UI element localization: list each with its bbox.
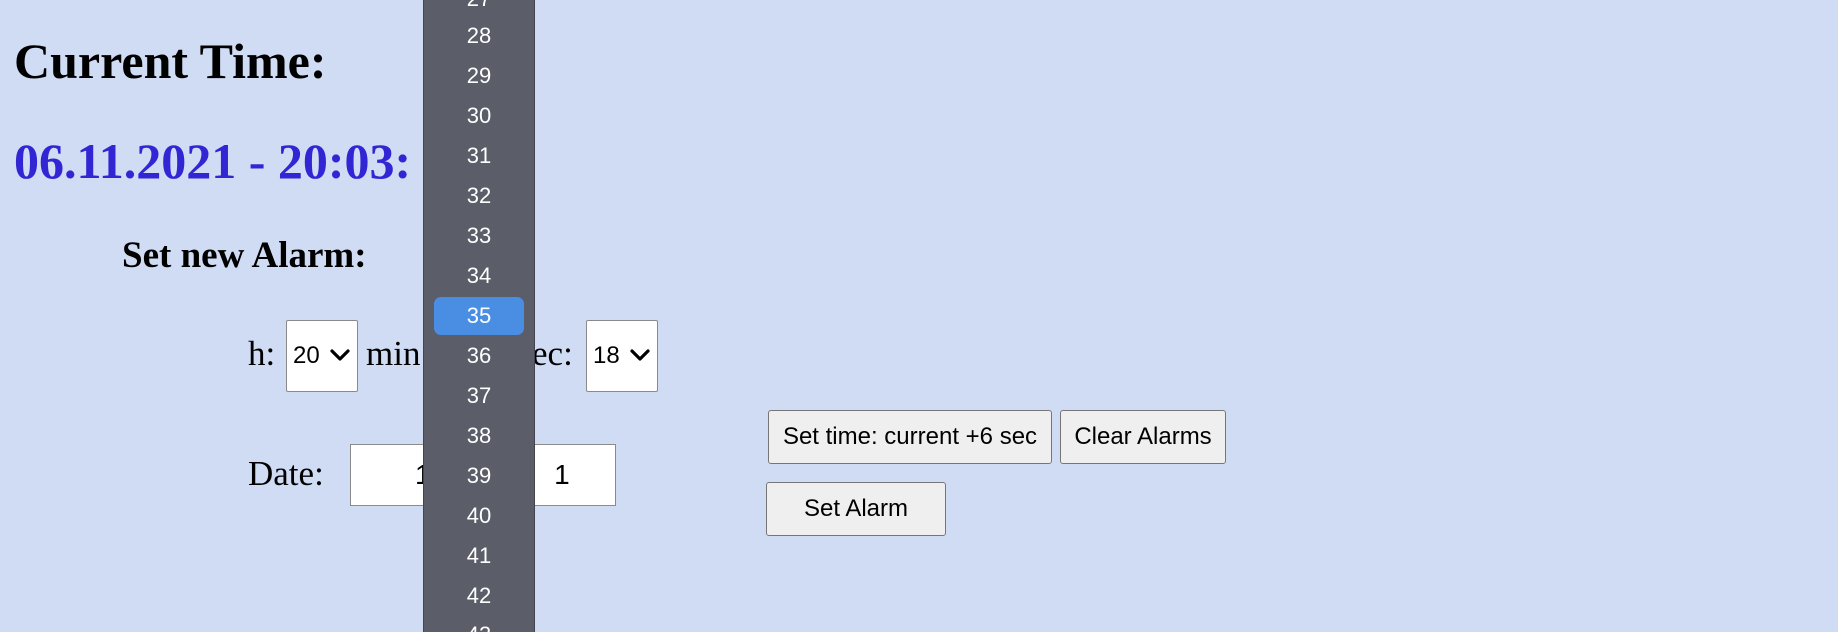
dropdown-option[interactable]: 38 [466,423,492,448]
dropdown-option[interactable]: 36 [466,343,492,368]
set-alarm-heading: Set new Alarm: [122,235,367,276]
second-label: ec: [532,334,573,373]
dropdown-option[interactable]: 37 [466,383,492,408]
dropdown-option[interactable]: 42 [466,583,492,608]
dropdown-option[interactable]: 40 [466,503,492,528]
clear-alarms-button[interactable]: Clear Alarms [1060,410,1226,464]
dropdown-option[interactable]: 43 [434,616,524,632]
chevron-down-icon [630,349,650,361]
dropdown-option[interactable]: 27 [434,0,524,18]
dropdown-option[interactable]: 28 [466,23,492,48]
second-select-value: 18 [593,342,620,369]
date-value-right: 1 [554,459,570,490]
current-time-value: 06.11.2021 - 20:03: [14,133,412,189]
hour-label: h: [248,334,276,373]
dropdown-option[interactable]: 29 [466,63,492,88]
dropdown-option[interactable]: 33 [466,223,492,248]
dropdown-option[interactable]: 34 [466,263,492,288]
dropdown-option[interactable]: 32 [466,183,492,208]
hour-select-value: 20 [293,342,320,369]
dropdown-option[interactable]: 30 [466,103,492,128]
hour-select[interactable]: 20 [286,320,358,392]
set-alarm-button[interactable]: Set Alarm [766,482,946,536]
dropdown-option[interactable]: 41 [466,543,492,568]
dropdown-option[interactable]: 31 [466,143,492,168]
current-time-heading: Current Time: [14,33,327,89]
dropdown-option[interactable]: 39 [466,463,492,488]
date-label: Date: [248,454,324,493]
second-select[interactable]: 18 [586,320,658,392]
minute-dropdown-list[interactable]: 27 28 29 30 31 32 33 34 35 36 37 38 39 4… [423,0,535,632]
set-time-current-button[interactable]: Set time: current +6 sec [768,410,1052,464]
dropdown-option-selected[interactable]: 35 [434,297,524,335]
chevron-down-icon [330,349,350,361]
minute-label: min [366,334,421,373]
